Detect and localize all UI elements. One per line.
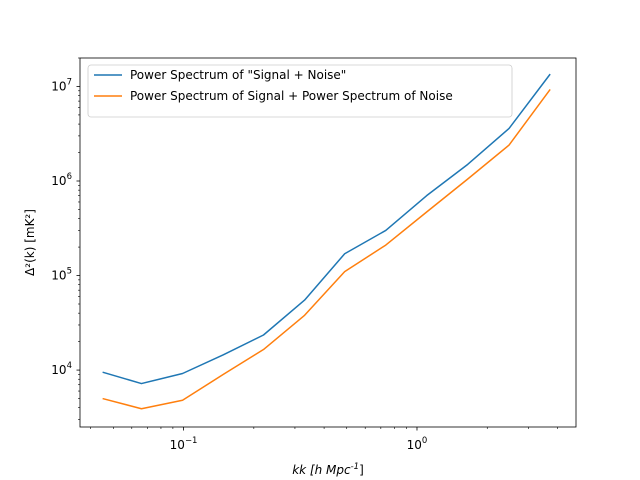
x-tick-label: 100	[407, 436, 428, 452]
x-tick-label: 10−1	[170, 436, 198, 452]
x-axis-label-suffix: ]	[359, 463, 364, 477]
legend-label-2: Power Spectrum of Signal + Power Spectru…	[130, 89, 453, 103]
x-axis-label: kk [h Mpc-1]	[292, 462, 364, 477]
x-axis-label-text: k [h Mpc	[299, 463, 351, 477]
legend: Power Spectrum of "Signal + Noise" Power …	[87, 64, 513, 118]
y-tick-label: 105	[51, 267, 72, 283]
x-axis-label-sup: -1	[351, 462, 359, 472]
y-tick-label: 104	[51, 361, 72, 377]
axis-ticks: 10−1 100 104 105 106 107	[51, 57, 558, 452]
series-line-2	[102, 88, 551, 410]
legend-label-1: Power Spectrum of "Signal + Noise"	[130, 68, 346, 82]
series-layer	[102, 73, 551, 410]
plot-frame	[79, 57, 577, 428]
y-tick-label: 107	[51, 77, 72, 93]
y-tick-label: 106	[51, 172, 72, 188]
y-axis-label: Δ²(k) [mK²]	[23, 209, 37, 276]
legend-box	[87, 64, 513, 118]
series-line-1	[102, 73, 551, 385]
